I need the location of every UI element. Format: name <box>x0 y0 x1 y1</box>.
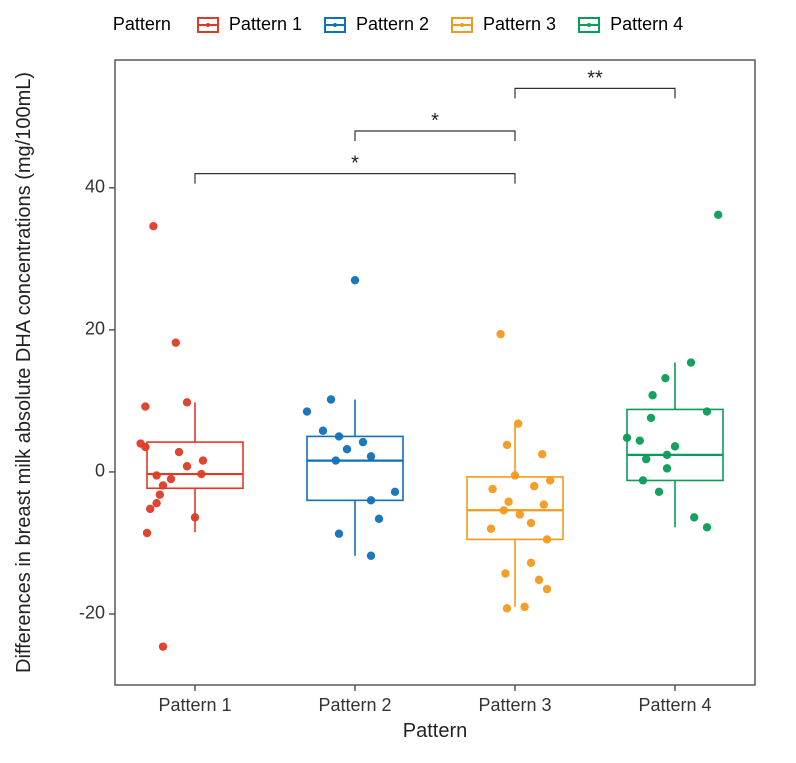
legend-label: Pattern 2 <box>356 14 429 35</box>
svg-text:Pattern 3: Pattern 3 <box>478 695 551 715</box>
svg-text:Pattern 1: Pattern 1 <box>158 695 231 715</box>
plot-svg: -20 0 20 40 Pattern 1 Pattern 2 Pattern 3 Patte… <box>0 0 796 763</box>
svg-text:0: 0 <box>95 461 105 481</box>
svg-text:Pattern 2: Pattern 2 <box>318 695 391 715</box>
legend-label: Pattern 4 <box>610 14 683 35</box>
legend-swatch <box>447 15 477 35</box>
legend-item: Pattern 3 <box>447 14 556 35</box>
legend-title: Pattern <box>113 14 171 35</box>
legend-item: Pattern 2 <box>320 14 429 35</box>
svg-text:*: * <box>351 153 359 175</box>
svg-text:Pattern: Pattern <box>403 720 467 742</box>
svg-text:20: 20 <box>85 319 105 339</box>
legend-item: Pattern 4 <box>574 14 683 35</box>
legend-item: Pattern 1 <box>193 14 302 35</box>
svg-text:**: ** <box>587 67 603 89</box>
legend: Pattern Pattern 1 Pattern 2 Pattern 3 Patte… <box>0 14 796 35</box>
legend-label: Pattern 3 <box>483 14 556 35</box>
legend-swatch <box>320 15 350 35</box>
svg-text:Differences in breast milk abs: Differences in breast milk absolute DHA … <box>13 72 35 673</box>
svg-text:Pattern 4: Pattern 4 <box>638 695 711 715</box>
legend-label: Pattern 1 <box>229 14 302 35</box>
svg-text:*: * <box>431 110 439 132</box>
boxplot-chart: Pattern Pattern 1 Pattern 2 Pattern 3 Patte… <box>0 0 796 763</box>
svg-text:40: 40 <box>85 177 105 197</box>
svg-text:-20: -20 <box>79 603 105 623</box>
legend-swatch <box>193 15 223 35</box>
legend-swatch <box>574 15 604 35</box>
